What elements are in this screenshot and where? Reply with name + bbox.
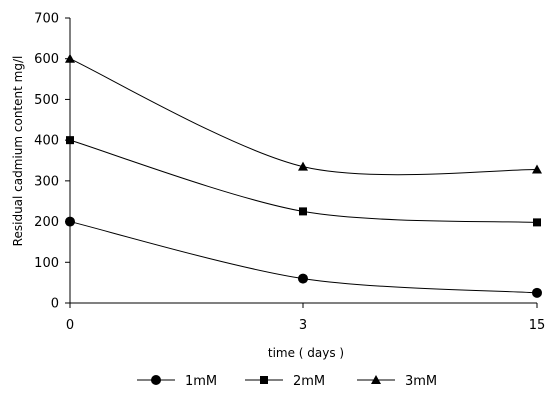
x-axis-ticks: 0 3 15 (66, 303, 545, 333)
series-line-3mM (69, 58, 538, 176)
y-tick-label: 300 (34, 174, 59, 189)
x-tick-label: 0 (66, 318, 74, 333)
y-tick-label: 100 (34, 256, 59, 271)
y-tick-label: 600 (34, 52, 59, 67)
legend-marker-3mM (371, 375, 381, 384)
legend-marker-2mM (260, 376, 268, 384)
series-lines (69, 58, 538, 294)
1mM-data-point (298, 273, 308, 284)
3mM-data-point (65, 53, 75, 63)
y-tick-label: 0 (51, 297, 59, 312)
series-markers (65, 53, 542, 298)
y-tick-label: 500 (34, 93, 59, 108)
legend-label-1mM: 1mM (185, 374, 217, 389)
y-tick-label: 200 (34, 215, 59, 230)
3mM-data-point (532, 164, 542, 174)
2mM-data-point (533, 218, 541, 227)
legend-label-3mM: 3mM (405, 374, 437, 389)
3mM-data-point (298, 161, 308, 171)
y-axis-title: Residual cadmium content mg/l (11, 56, 25, 247)
y-tick-label: 700 (34, 12, 59, 27)
x-tick-label: 15 (529, 318, 546, 333)
legend-label-2mM: 2mM (293, 374, 325, 389)
2mM-data-point (66, 136, 74, 145)
legend-marker-1mM (151, 375, 161, 385)
x-tick-label: 3 (299, 318, 307, 333)
1mM-data-point (532, 287, 542, 298)
1mM-data-point (65, 216, 75, 227)
y-tick-label: 400 (34, 134, 59, 149)
2mM-data-point (299, 207, 307, 216)
legend: 1mM 2mM 3mM (137, 374, 437, 389)
y-axis-ticks: 0 100 200 300 400 500 600 700 (34, 12, 70, 312)
x-axis-title: time ( days ) (268, 346, 344, 360)
